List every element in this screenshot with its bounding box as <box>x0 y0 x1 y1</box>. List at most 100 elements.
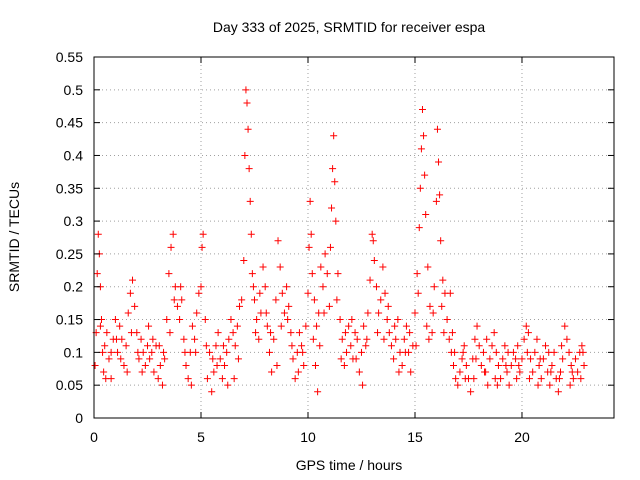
data-point <box>546 381 554 389</box>
data-point <box>231 342 239 350</box>
data-point <box>193 309 201 317</box>
data-point <box>555 375 563 383</box>
data-point <box>525 375 533 383</box>
data-point <box>195 289 203 297</box>
data-point <box>415 224 423 232</box>
data-point <box>413 270 421 278</box>
data-point <box>580 361 588 369</box>
data-point <box>216 355 224 363</box>
data-point <box>557 368 565 376</box>
data-point <box>569 375 577 383</box>
data-point <box>558 342 566 350</box>
data-point <box>406 329 414 337</box>
data-point <box>208 388 216 396</box>
data-point <box>265 348 273 356</box>
data-point <box>244 125 252 133</box>
data-point <box>320 309 328 317</box>
data-point <box>328 204 336 212</box>
data-point <box>278 289 286 297</box>
data-point <box>262 309 270 317</box>
data-point <box>370 256 378 264</box>
data-point <box>534 381 542 389</box>
data-point <box>249 283 257 291</box>
data-point <box>230 375 238 383</box>
data-point <box>516 368 524 376</box>
data-point <box>330 132 338 140</box>
data-point <box>150 368 158 376</box>
data-point <box>486 355 494 363</box>
data-point <box>420 132 428 140</box>
data-point <box>310 296 318 304</box>
data-point <box>353 335 361 343</box>
data-point <box>452 375 460 383</box>
data-point <box>256 289 264 297</box>
data-point <box>522 322 530 330</box>
data-point <box>473 322 481 330</box>
data-point <box>141 361 149 369</box>
data-point <box>206 348 214 356</box>
data-point <box>411 309 419 317</box>
data-point <box>341 329 349 337</box>
data-point <box>245 165 253 173</box>
data-point <box>456 368 464 376</box>
data-point <box>101 342 109 350</box>
data-point <box>369 237 377 245</box>
data-point <box>100 368 108 376</box>
data-point <box>321 250 329 258</box>
y-tick-labels: 0 0.05 0.1 0.15 0.2 0.25 0.3 0.35 0.4 0.45 0.5 0.55 <box>56 49 83 426</box>
data-point <box>375 309 383 317</box>
data-point <box>451 348 459 356</box>
data-point <box>259 263 267 271</box>
data-point <box>177 283 185 291</box>
data-point <box>504 348 512 356</box>
data-points <box>91 86 588 396</box>
data-point <box>414 289 422 297</box>
data-point <box>289 355 297 363</box>
data-point <box>471 335 479 343</box>
data-point <box>363 335 371 343</box>
data-point <box>291 375 299 383</box>
data-point <box>491 375 499 383</box>
data-point <box>94 230 102 238</box>
data-point <box>173 302 181 310</box>
data-point <box>276 263 284 271</box>
data-point <box>158 381 166 389</box>
data-point <box>481 368 489 376</box>
data-point <box>126 289 134 297</box>
data-point <box>272 296 280 304</box>
data-point <box>270 335 278 343</box>
data-point <box>191 335 199 343</box>
data-point <box>355 368 363 376</box>
data-point <box>417 145 425 153</box>
data-point <box>440 329 448 337</box>
data-point <box>475 342 483 350</box>
data-point <box>116 322 124 330</box>
data-point <box>563 335 571 343</box>
y-tick-label: 0.15 <box>56 312 83 328</box>
data-point <box>567 361 575 369</box>
data-point <box>107 348 115 356</box>
data-point <box>470 375 478 383</box>
data-point <box>338 335 346 343</box>
data-point <box>253 316 261 324</box>
data-point <box>117 355 125 363</box>
data-point <box>182 361 190 369</box>
data-point <box>299 348 307 356</box>
data-point <box>163 316 171 324</box>
data-point <box>446 289 454 297</box>
data-point <box>348 316 356 324</box>
data-point <box>267 329 275 337</box>
chart-title: Day 333 of 2025, SRMTID for receiver esp… <box>213 19 486 35</box>
data-point <box>477 361 485 369</box>
data-point <box>531 348 539 356</box>
data-point <box>243 99 251 107</box>
data-point <box>233 322 241 330</box>
data-point <box>145 322 153 330</box>
data-point <box>213 361 221 369</box>
data-point <box>524 329 532 337</box>
grid-lines <box>94 57 614 418</box>
data-point <box>559 355 567 363</box>
data-point <box>430 283 438 291</box>
data-point <box>221 361 229 369</box>
